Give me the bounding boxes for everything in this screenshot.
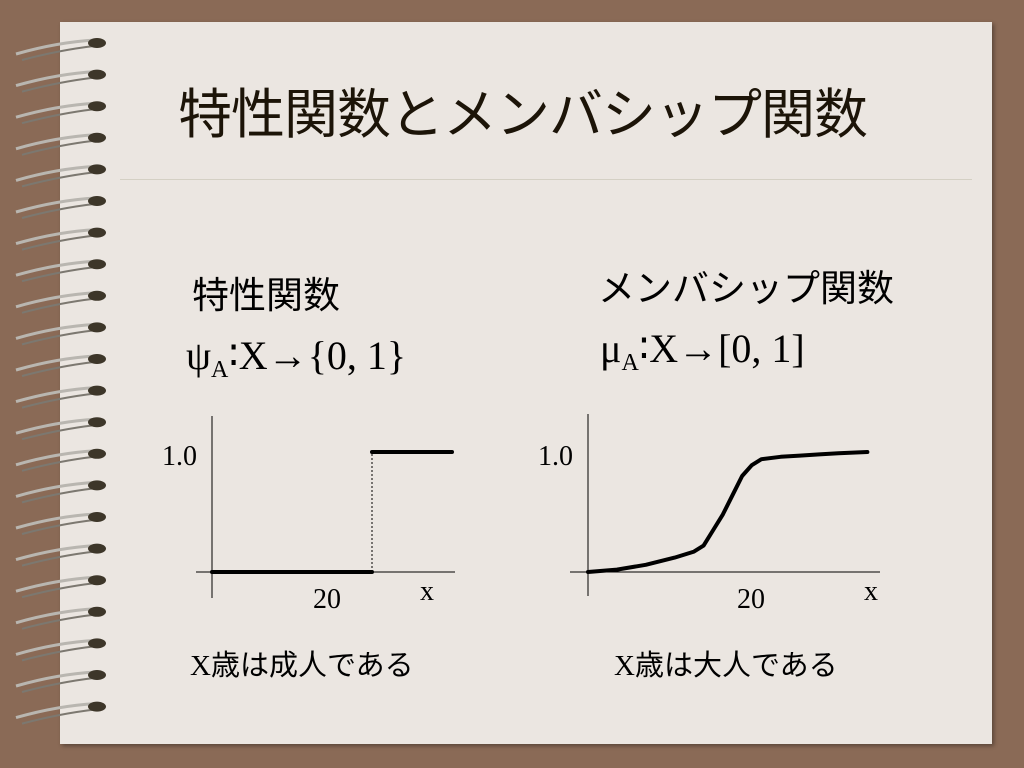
caption-variable: X xyxy=(190,650,211,682)
formula-mapping: ∶X→{0, 1} xyxy=(228,333,407,378)
spiral-ring xyxy=(15,354,106,377)
spiral-ring xyxy=(15,196,106,219)
spiral-ring xyxy=(15,606,106,630)
title-divider xyxy=(120,179,972,180)
spiral-ring xyxy=(15,480,106,504)
x-axis-label: x xyxy=(864,576,878,607)
spiral-binding xyxy=(15,38,106,725)
spiral-ring xyxy=(15,512,106,535)
psi-symbol: ψ xyxy=(186,333,212,378)
y-tick-label: 1.0 xyxy=(538,441,573,472)
formula-subscript: A xyxy=(621,350,639,376)
spiral-ring xyxy=(15,417,106,441)
characteristic-function-formula: ψA∶X→{0, 1} xyxy=(186,332,406,384)
formula-subscript: A xyxy=(211,357,229,383)
characteristic-function-graph: 1.0 20 x xyxy=(162,416,455,615)
characteristic-function-heading: 特性関数 xyxy=(192,274,340,317)
spiral-ring xyxy=(15,638,106,662)
spiral-ring xyxy=(15,38,106,61)
spiral-ring xyxy=(15,543,106,567)
membership-curve xyxy=(586,450,870,574)
notebook-page xyxy=(60,22,992,744)
mu-symbol: μ xyxy=(600,326,622,371)
membership-function-caption: X歳は大人である xyxy=(614,642,838,684)
spiral-ring xyxy=(15,322,106,346)
membership-function-heading: メンバシップ関数 xyxy=(598,267,894,310)
spiral-ring xyxy=(15,101,106,125)
slide-title: 特性関数とメンバシップ関数 xyxy=(178,83,868,146)
spiral-ring xyxy=(15,259,106,283)
formula-mapping: ∶X→[0, 1] xyxy=(638,326,805,371)
caption-text: 歳は成人である xyxy=(210,648,414,682)
spiral-ring xyxy=(15,385,106,409)
spiral-ring xyxy=(15,701,106,725)
spiral-ring xyxy=(15,670,106,693)
characteristic-function-caption: X歳は成人である xyxy=(190,642,414,684)
caption-variable: X xyxy=(614,650,635,682)
caption-text: 歳は大人である xyxy=(634,648,838,682)
spiral-ring xyxy=(15,132,106,156)
membership-function-formula: μA∶X→[0, 1] xyxy=(600,325,805,377)
membership-function-graph: 1.0 20 x xyxy=(538,414,880,615)
spiral-ring xyxy=(15,227,106,251)
spiral-ring xyxy=(15,575,106,599)
x-tick-label: 20 xyxy=(313,584,341,615)
x-tick-label: 20 xyxy=(737,584,765,615)
x-axis-label: x xyxy=(420,576,434,607)
spiral-ring xyxy=(15,448,106,472)
spiral-ring xyxy=(15,164,106,188)
spiral-ring xyxy=(15,69,106,93)
y-tick-label: 1.0 xyxy=(162,441,197,472)
spiral-ring xyxy=(15,290,106,314)
